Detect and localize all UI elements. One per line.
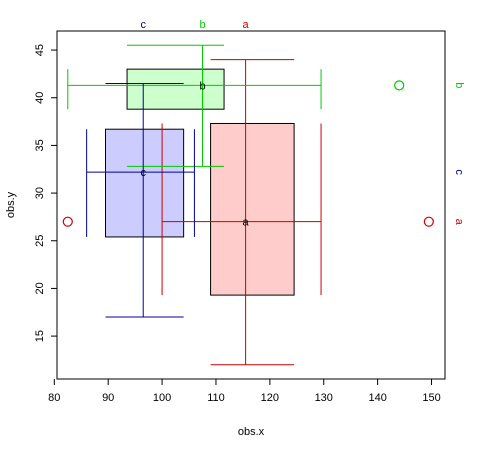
x-tick-label-110: 110 [207,392,225,404]
y-tick-label-40: 40 [34,92,46,104]
y-tick-label-15: 15 [34,330,46,342]
center-label-a: a [243,217,250,229]
x-tick-label-120: 120 [261,392,279,404]
whiskers-layer: a b c [67,44,322,366]
outlier-b-0 [394,80,405,91]
outlier-a-0 [62,216,73,227]
right-margin-label-c: c [453,169,465,175]
x-tick-label-100: 100 [153,392,171,404]
top-margin-label-c: c [140,19,146,31]
plot-frame [56,30,446,380]
y-tick-label-20: 20 [34,282,46,294]
y-tick-label-30: 30 [34,187,46,199]
box-b [126,68,225,110]
center-label-c: c [140,167,146,179]
group-labels-layer: a a b b c c [140,19,465,226]
y-tick-label-45: 45 [34,44,46,56]
y-axis-title: obs.y [5,191,17,218]
right-margin-label-b: b [453,82,465,88]
boxes-layer [105,68,295,296]
x-tick-label-90: 90 [102,392,114,404]
x-tick-label-130: 130 [315,392,333,404]
outlier-a-1 [423,216,434,227]
x-tick-label-80: 80 [48,392,60,404]
top-margin-label-b: b [199,19,205,31]
axes-layer: 80 90 100 110 120 130 140 150 15 20 25 30 35 40 45 [34,44,441,404]
box-a [210,122,295,296]
x-tick-label-140: 140 [368,392,386,404]
y-tick-label-25: 25 [34,235,46,247]
box-c [105,128,185,238]
right-margin-label-a: a [453,219,465,226]
center-label-b: b [199,80,205,92]
top-margin-label-a: a [243,19,250,31]
points-layer [62,80,434,227]
x-axis-title: obs.x [238,426,265,438]
x-tick-label-150: 150 [422,392,440,404]
y-tick-label-35: 35 [34,139,46,151]
